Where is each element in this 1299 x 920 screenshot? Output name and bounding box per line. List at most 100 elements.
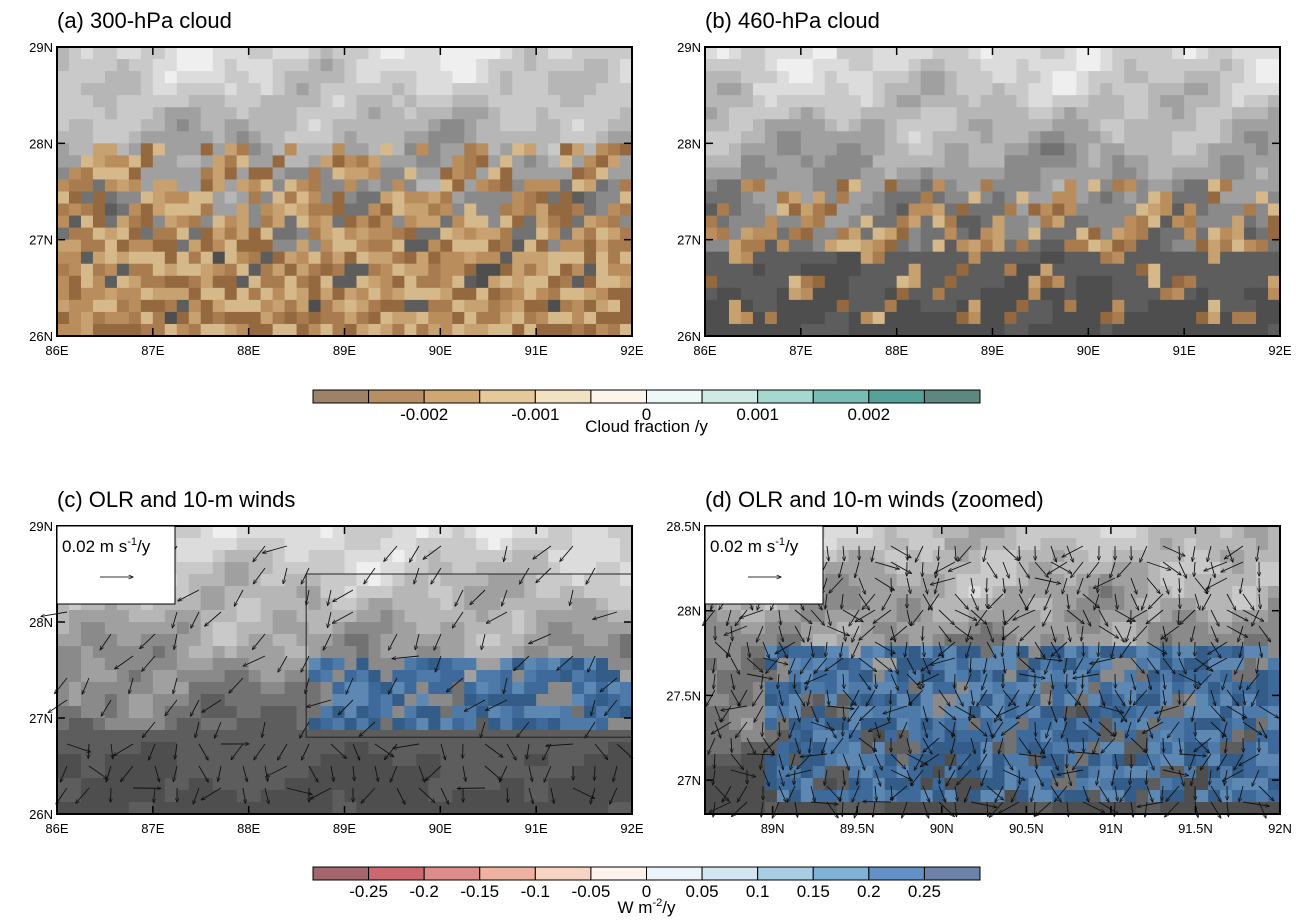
field-cell	[729, 300, 742, 313]
field-cell	[69, 179, 82, 192]
field-cell	[1172, 802, 1185, 815]
field-cell	[729, 179, 742, 192]
y-tick-label: 27N	[677, 233, 701, 248]
field-cell	[1232, 143, 1245, 156]
field-cell	[945, 276, 958, 289]
field-cell	[849, 240, 862, 253]
field-cell	[1160, 288, 1173, 301]
field-cell	[404, 586, 417, 599]
field-cell	[729, 312, 742, 325]
field-cell	[285, 83, 298, 96]
field-cell	[957, 324, 970, 337]
field-cell	[705, 47, 718, 60]
field-cell	[981, 107, 994, 120]
field-cell	[909, 300, 922, 313]
field-cell	[993, 83, 1006, 96]
field-cell	[584, 622, 597, 635]
field-cell	[488, 252, 501, 265]
field-cell	[1268, 47, 1281, 60]
field-cell	[1016, 276, 1029, 289]
field-cell	[117, 95, 130, 108]
field-cell	[368, 228, 381, 241]
field-cell	[765, 131, 778, 144]
field-cell	[1196, 718, 1209, 731]
field-cell	[849, 155, 862, 168]
field-cell	[129, 276, 142, 289]
field-cell	[608, 252, 621, 265]
field-cell	[584, 155, 597, 168]
field-cell	[1184, 754, 1197, 767]
field-cell	[321, 634, 334, 647]
field-cell	[705, 742, 718, 755]
field-cell	[825, 71, 838, 84]
x-tick-label: 88E	[885, 343, 908, 358]
field-cell	[861, 634, 874, 647]
field-cell	[1196, 131, 1209, 144]
field-cell	[392, 107, 405, 120]
field-cell	[356, 598, 369, 611]
field-cell	[777, 742, 790, 755]
field-cell	[213, 107, 226, 120]
field-cell	[476, 264, 489, 277]
field-cell	[500, 682, 513, 695]
field-cell	[189, 131, 202, 144]
field-cell	[321, 83, 334, 96]
field-cell	[1220, 95, 1233, 108]
field-cell	[753, 228, 766, 241]
field-cell	[309, 300, 322, 313]
field-cell	[321, 276, 334, 289]
field-cell	[69, 131, 82, 144]
field-cell	[777, 694, 790, 707]
field-cell	[273, 670, 286, 683]
field-cell	[512, 107, 525, 120]
field-cell	[885, 192, 898, 205]
field-cell	[476, 252, 489, 265]
field-cell	[452, 574, 465, 587]
field-cell	[117, 155, 130, 168]
field-cell	[584, 538, 597, 551]
field-cell	[345, 143, 358, 156]
field-cell	[1040, 706, 1053, 719]
field-cell	[141, 634, 154, 647]
field-cell	[201, 264, 214, 277]
field-cell	[464, 610, 477, 623]
field-cell	[321, 754, 334, 767]
field-cell	[837, 167, 850, 180]
field-cell	[464, 179, 477, 192]
field-cell	[921, 119, 934, 132]
field-cell	[404, 526, 417, 539]
field-cell	[861, 646, 874, 659]
field-cell	[476, 610, 489, 623]
field-cell	[165, 95, 178, 108]
field-cell	[1016, 119, 1029, 132]
field-cell	[69, 706, 82, 719]
field-cell	[392, 706, 405, 719]
field-cell	[81, 634, 94, 647]
field-cell	[909, 730, 922, 743]
field-cell	[897, 324, 910, 337]
field-cell	[368, 179, 381, 192]
field-cell	[741, 622, 754, 635]
field-cell	[213, 754, 226, 767]
field-cell	[392, 204, 405, 217]
field-cell	[993, 288, 1006, 301]
field-cell	[141, 276, 154, 289]
field-cell	[813, 47, 826, 60]
field-cell	[560, 300, 573, 313]
field-cell	[249, 179, 262, 192]
field-cell	[1268, 179, 1281, 192]
field-cell	[1136, 47, 1149, 60]
field-cell	[957, 71, 970, 84]
field-cell	[129, 264, 142, 277]
field-cell	[897, 718, 910, 731]
field-cell	[1256, 586, 1269, 599]
field-cell	[729, 288, 742, 301]
field-cell	[921, 179, 934, 192]
field-cell	[1256, 324, 1269, 337]
field-cell	[129, 167, 142, 180]
field-cell	[297, 252, 310, 265]
field-cell	[273, 730, 286, 743]
field-cell	[404, 658, 417, 671]
field-cell	[321, 802, 334, 815]
field-cell	[368, 276, 381, 289]
